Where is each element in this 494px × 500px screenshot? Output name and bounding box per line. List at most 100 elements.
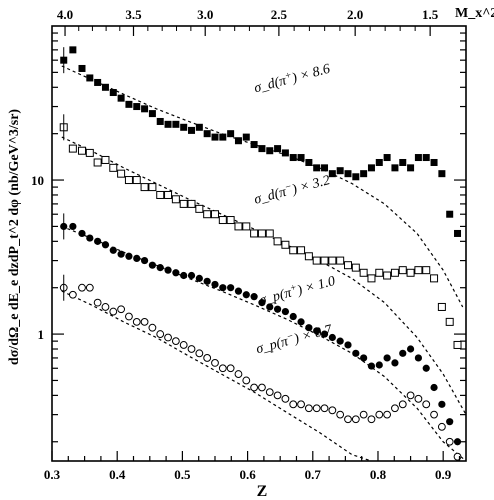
data-point (289, 246, 298, 255)
data-point (68, 144, 77, 153)
data-point (399, 158, 407, 166)
data-point (336, 167, 344, 175)
data-point (414, 354, 423, 362)
data-point (258, 145, 266, 153)
data-point (304, 404, 313, 413)
data-point (86, 74, 94, 82)
data-point (148, 183, 157, 192)
data-point (430, 383, 438, 392)
data-point (375, 410, 384, 419)
data-point (77, 146, 86, 155)
data-point (78, 64, 86, 72)
data-point (297, 318, 305, 326)
data-point (312, 404, 321, 413)
data-point (406, 345, 415, 353)
data-point (398, 400, 407, 409)
data-point (305, 158, 313, 166)
data-point (430, 410, 438, 419)
data-point (360, 170, 368, 178)
data-point (180, 123, 188, 131)
data-point (250, 293, 258, 301)
data-point (117, 305, 126, 314)
data-point (250, 229, 259, 238)
data-point (453, 340, 462, 349)
data-point (164, 266, 172, 274)
data-point (375, 268, 384, 277)
data-point (78, 283, 86, 292)
data-point (203, 210, 212, 219)
data-point (351, 415, 360, 424)
data-point (226, 216, 235, 225)
x-tick-label: 0.9 (435, 467, 452, 482)
data-point (258, 383, 266, 392)
data-point (265, 229, 274, 238)
data-point (328, 170, 336, 178)
data-point (101, 83, 109, 91)
y-tick-label: 10 (31, 173, 44, 188)
data-point (383, 354, 391, 362)
data-point (78, 229, 86, 238)
data-point (446, 418, 454, 426)
data-point (109, 307, 118, 316)
plot-border (51, 25, 467, 462)
data-point (437, 422, 446, 431)
data-point (218, 216, 227, 225)
data-point (352, 173, 360, 181)
data-point (273, 305, 282, 313)
data-point (454, 229, 462, 237)
data-point (125, 252, 133, 260)
data-point (141, 105, 149, 113)
top-tick-label: 2.5 (271, 7, 288, 22)
data-point (68, 290, 77, 299)
data-point (336, 256, 345, 265)
data-point (250, 141, 258, 149)
data-point (188, 126, 196, 134)
data-point (187, 271, 196, 280)
data-point (359, 268, 368, 277)
data-point (265, 388, 274, 397)
top-tick-label: 3.0 (197, 7, 213, 22)
data-point (85, 283, 94, 292)
x-tick-label: 0.8 (370, 467, 387, 482)
data-point (69, 46, 77, 54)
data-point (320, 404, 329, 413)
axes: 0.3 0.4 0.5 0.6 0.7 0.8 0.9 4.0 3.5 3.0 2.5 2.0 1.5 1… (31, 7, 466, 482)
data-point (148, 110, 156, 118)
data-point (156, 117, 164, 125)
data-point (281, 394, 290, 403)
data-point (226, 364, 235, 373)
data-point (195, 123, 203, 131)
data-point (312, 256, 321, 265)
data-point (171, 337, 180, 346)
top-tick-label: 3.5 (125, 7, 142, 22)
data-point (125, 100, 133, 108)
top-tick-label: 4.0 (57, 7, 73, 22)
data-point (234, 370, 243, 378)
data-point (422, 266, 431, 275)
data-point (383, 410, 392, 419)
data-point (234, 137, 242, 145)
data-point (101, 155, 110, 164)
data-point (445, 317, 454, 326)
data-point (328, 406, 337, 415)
data-point (211, 133, 219, 141)
data-point (156, 190, 165, 199)
data-point (125, 312, 133, 321)
data-point (305, 324, 313, 332)
data-point (219, 133, 227, 141)
data-point (148, 323, 157, 332)
data-point (351, 263, 360, 272)
data-point (195, 204, 204, 213)
data-point (101, 241, 110, 249)
data-point (195, 274, 203, 282)
data-point (297, 246, 306, 255)
data-point (398, 266, 407, 275)
data-point (172, 120, 180, 128)
data-point (414, 266, 423, 275)
series-label: σ_p(π+) × 1.0 (257, 272, 337, 309)
data-point (242, 222, 251, 231)
x-tick-label: 0.4 (109, 467, 126, 482)
data-point (453, 438, 462, 446)
